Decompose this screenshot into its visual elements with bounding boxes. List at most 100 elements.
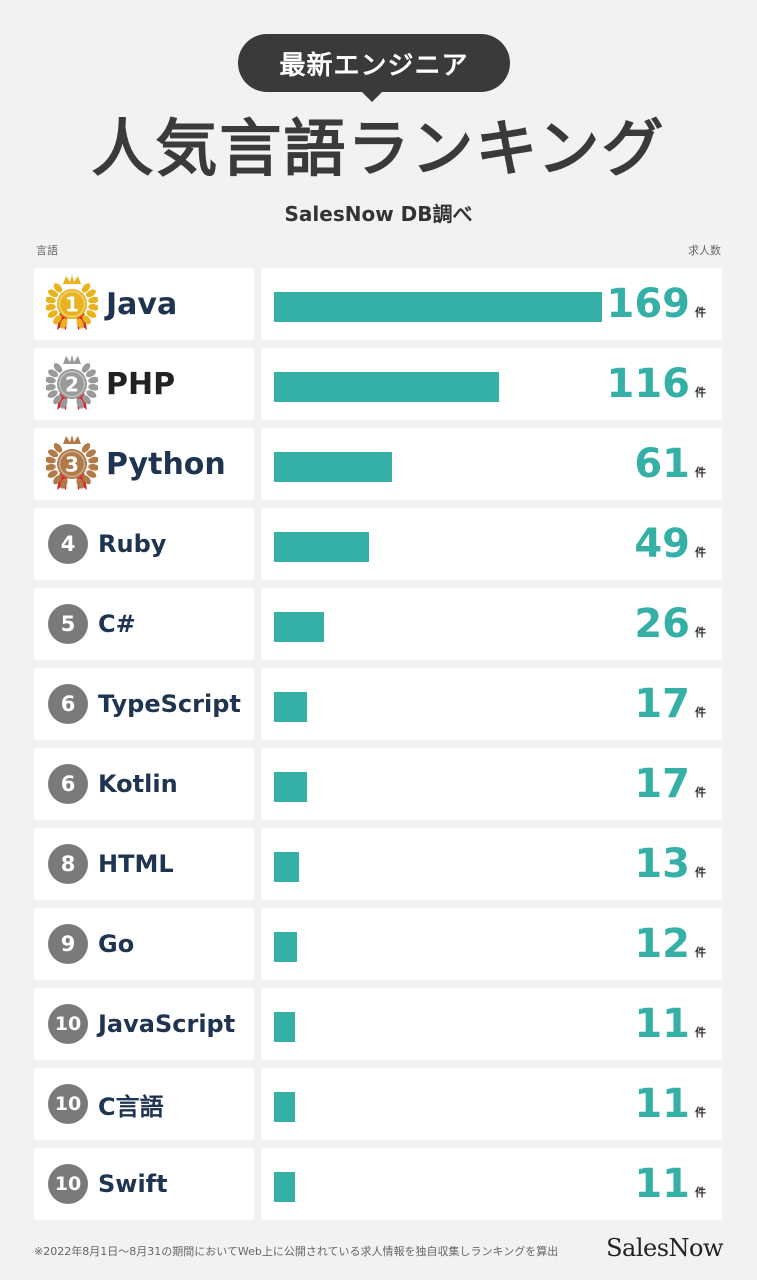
bar-value-label: 17 [634, 681, 690, 727]
bar-value-label: 49 [634, 521, 690, 567]
svg-text:2: 2 [65, 373, 79, 397]
bar-value-label: 17 [634, 761, 690, 807]
svg-text:1: 1 [65, 293, 79, 317]
bar-value-label: 13 [634, 841, 690, 887]
column-label-count: 求人数 [688, 244, 721, 257]
unit-label: 件 [695, 386, 706, 399]
unit-label: 件 [695, 706, 706, 719]
bar [274, 772, 307, 802]
unit-label: 件 [695, 546, 706, 559]
bar [274, 452, 393, 482]
ranking-row: 9 Go 12 件 [34, 908, 722, 980]
unit-label: 件 [695, 1186, 706, 1199]
language-cell: 10 JavaScript [34, 988, 254, 1060]
bar-cell: 17 件 [261, 748, 722, 820]
language-cell: 3 Python [34, 428, 254, 500]
language-name: HTML [98, 850, 174, 878]
rank-badge: 8 [48, 844, 88, 884]
ranking-row: 10 Swift 11 件 [34, 1148, 722, 1220]
language-cell: 4 Ruby [34, 508, 254, 580]
bar [274, 932, 298, 962]
language-name: C# [98, 610, 136, 638]
bar [274, 532, 370, 562]
bar-value-label: 61 [634, 441, 690, 487]
unit-label: 件 [695, 1106, 706, 1119]
language-name: JavaScript [98, 1010, 236, 1038]
rank-badge: 10 [48, 1004, 88, 1044]
rank-badge: 5 [48, 604, 88, 644]
language-name: C言語 [98, 1092, 164, 1121]
language-cell: 2 PHP [34, 348, 254, 420]
language-name: Python [106, 446, 226, 482]
bar [274, 1092, 296, 1122]
rank-badge: 6 [48, 764, 88, 804]
bar-cell: 116 件 [261, 348, 722, 420]
bar-cell: 49 件 [261, 508, 722, 580]
ranking-row: 6 Kotlin 17 件 [34, 748, 722, 820]
bar-cell: 11 件 [261, 1068, 722, 1140]
rank-badge: 4 [48, 524, 88, 564]
bronze-medal-icon: 3 [46, 435, 98, 490]
language-cell: 10 C言語 [34, 1068, 254, 1140]
unit-label: 件 [695, 466, 706, 479]
unit-label: 件 [695, 1026, 706, 1039]
bar [274, 372, 500, 402]
bar-value-label: 11 [634, 1081, 690, 1127]
bar-cell: 12 件 [261, 908, 722, 980]
bar-value-label: 116 [606, 361, 691, 407]
silver-medal-icon: 2 [46, 355, 98, 410]
bar-cell: 11 件 [261, 1148, 722, 1220]
ranking-row: 3 Python 61 件 [34, 428, 722, 500]
bar-cell: 61 件 [261, 428, 722, 500]
bar-value-label: 11 [634, 1161, 690, 1207]
column-label-language: 言語 [36, 244, 58, 257]
bar-cell: 169 件 [261, 268, 722, 340]
language-cell: 10 Swift [34, 1148, 254, 1220]
ranking-row: 1 Java 169 件 [34, 268, 722, 340]
language-cell: 1 Java [34, 268, 254, 340]
header-badge-text: 最新エンジニア [279, 50, 469, 81]
language-name: Java [106, 286, 178, 322]
header-badge: 最新エンジニア [238, 34, 510, 92]
page-subtitle: SalesNow DB調べ [284, 202, 473, 226]
bar [274, 292, 602, 322]
language-cell: 6 Kotlin [34, 748, 254, 820]
language-name: Swift [98, 1170, 168, 1198]
ranking-row: 2 PHP 116 件 [34, 348, 722, 420]
bar [274, 692, 307, 722]
page-title: 人気言語ランキング [91, 112, 666, 185]
rank-badge: 6 [48, 684, 88, 724]
rank-badge: 9 [48, 924, 88, 964]
bar-value-label: 11 [634, 1001, 690, 1047]
language-cell: 5 C# [34, 588, 254, 660]
ranking-row: 5 C# 26 件 [34, 588, 722, 660]
unit-label: 件 [695, 946, 706, 959]
bar [274, 1172, 296, 1202]
language-name: TypeScript [98, 690, 241, 718]
ranking-row: 10 JavaScript 11 件 [34, 988, 722, 1060]
unit-label: 件 [695, 306, 706, 319]
unit-label: 件 [695, 786, 706, 799]
bar [274, 1012, 296, 1042]
bar-cell: 11 件 [261, 988, 722, 1060]
ranking-chart: 1 Java 169 件 2 PHP 116 件 3 Python 61 件 4 Ruby 49 件 5 C# 26… [34, 268, 722, 1228]
header-badge-tail [360, 90, 384, 102]
footnote: ※2022年8月1日〜8月31の期間においてWeb上に公開されている求人情報を独… [34, 1245, 559, 1258]
bar-value-label: 26 [634, 601, 690, 647]
language-name: Ruby [98, 530, 167, 558]
bar-value-label: 12 [634, 921, 690, 967]
bar-cell: 13 件 [261, 828, 722, 900]
language-cell: 9 Go [34, 908, 254, 980]
ranking-row: 10 C言語 11 件 [34, 1068, 722, 1140]
rank-badge: 10 [48, 1164, 88, 1204]
bar-cell: 26 件 [261, 588, 722, 660]
unit-label: 件 [695, 626, 706, 639]
language-cell: 8 HTML [34, 828, 254, 900]
svg-text:3: 3 [65, 453, 79, 477]
unit-label: 件 [695, 866, 706, 879]
brand-logo: SalesNow [606, 1234, 723, 1262]
gold-medal-icon: 1 [46, 275, 98, 330]
rank-badge: 10 [48, 1084, 88, 1124]
language-name: Kotlin [98, 770, 178, 798]
bar [274, 852, 300, 882]
